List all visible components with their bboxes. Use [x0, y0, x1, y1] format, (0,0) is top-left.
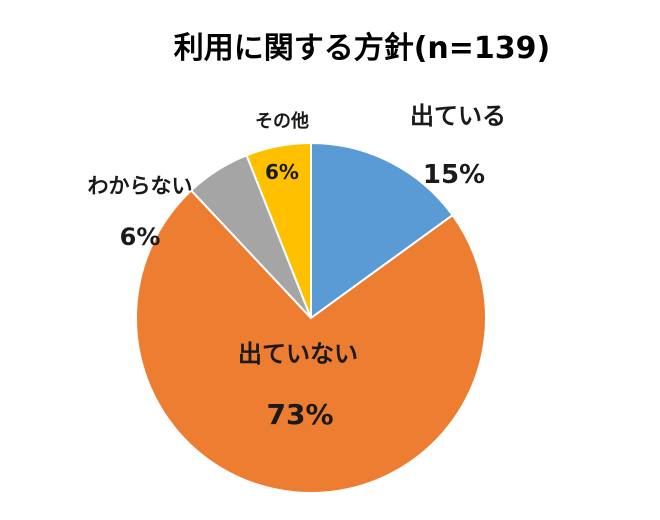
slice-sonota: [245, 141, 312, 319]
chart-title: 利用に関する方針(n=139): [174, 31, 551, 66]
label-sonota: その他: [255, 110, 309, 132]
value-label-deteinai: 73%: [266, 398, 333, 431]
label-wakaranai: わからない: [88, 174, 193, 198]
slice-deteiru: [310, 141, 454, 320]
slice-deteinai: [134, 189, 487, 494]
pie-slices: [134, 141, 487, 494]
value-label-deteiru: 15%: [423, 160, 485, 190]
label-deteiru: 出ている: [410, 102, 506, 130]
label-deteinai: 出ていない: [238, 340, 358, 368]
value-label-sonota: 6%: [265, 160, 299, 184]
value-label-wakaranai: 6%: [120, 223, 161, 251]
